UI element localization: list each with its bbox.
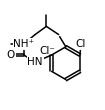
Text: NH⁺: NH⁺	[13, 39, 34, 49]
Text: Cl: Cl	[76, 39, 86, 49]
Text: O: O	[7, 50, 15, 60]
Text: HN: HN	[27, 57, 43, 67]
Text: Cl⁻: Cl⁻	[39, 46, 55, 56]
